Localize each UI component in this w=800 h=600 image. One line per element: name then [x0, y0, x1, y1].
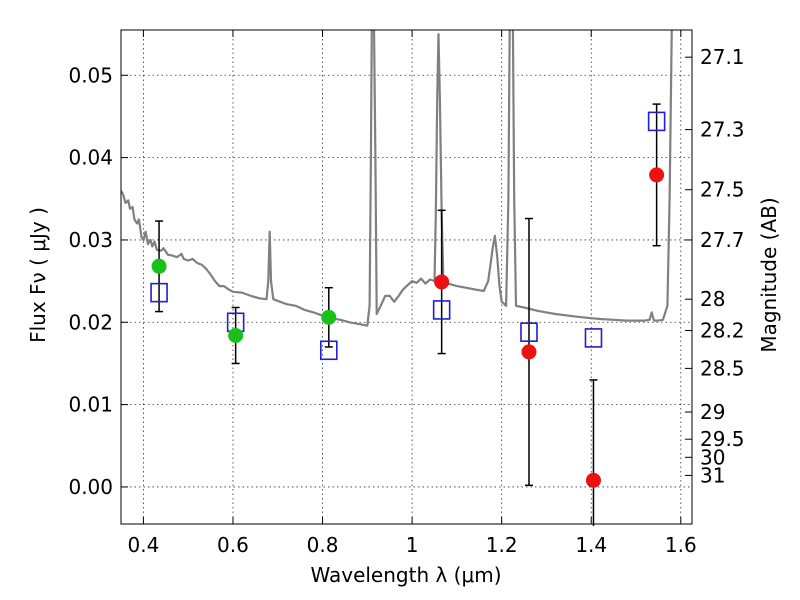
model-photometry-square [150, 282, 168, 303]
model-spectrum-layer [121, 30, 673, 327]
right-tick-label: 31 [700, 463, 725, 487]
model-photometry-square [520, 322, 538, 342]
right-tick-label: 27.3 [700, 118, 745, 142]
x-tick-label: 1.6 [665, 533, 697, 557]
data-points-layer [150, 103, 666, 526]
axis-ticks: 0.4 0.6 0.8 1 1.2 1.4 1.6 0.00 0.01 0.02 0.03 0.04 0… [68, 30, 745, 557]
red-data-point [585, 472, 601, 488]
right-tick-label: 30 [700, 445, 725, 469]
x-tick-label: 1.2 [486, 533, 518, 557]
y-tick-label: 0.02 [68, 310, 113, 334]
model-photometry-square [432, 300, 451, 320]
plot-frame [120, 29, 693, 525]
x-tick-label: 0.4 [127, 533, 159, 557]
right-axis-label: Magnitude (AB) [757, 197, 781, 352]
green-data-point [151, 258, 167, 274]
red-data-point [649, 167, 665, 183]
x-tick-label: 1 [406, 533, 419, 557]
right-tick-label: 27.7 [700, 228, 745, 252]
model-photometry-square [584, 328, 603, 348]
green-data-point [321, 309, 337, 325]
right-tick-label: 28 [700, 287, 725, 311]
model-spectrum-line [121, 30, 673, 327]
model-photometry-square [319, 340, 338, 361]
right-tick-label: 27.1 [700, 45, 745, 69]
x-tick-label: 1.4 [575, 533, 607, 557]
x-tick-label: 0.8 [307, 533, 339, 557]
model-photometry-square [647, 111, 666, 132]
x-axis-label: Wavelength λ (μm) [310, 563, 501, 587]
y-tick-label: 0.01 [68, 393, 113, 417]
y-tick-label: 0.00 [68, 475, 113, 499]
x-tick-label: 0.6 [217, 533, 249, 557]
right-tick-label: 29 [700, 400, 725, 424]
y-tick-label: 0.03 [68, 228, 113, 252]
right-tick-label: 28.5 [700, 356, 745, 380]
right-tick-label: 28.2 [700, 319, 745, 343]
y-tick-label: 0.05 [68, 63, 113, 87]
red-data-point [434, 274, 450, 290]
y-axis-label: Flux Fν ( μJy ) [26, 207, 50, 343]
red-data-point [521, 344, 537, 360]
right-tick-label: 29.5 [700, 427, 745, 451]
y-tick-label: 0.04 [68, 146, 113, 170]
green-data-point [228, 327, 244, 343]
grid [121, 30, 692, 524]
right-tick-label: 27.5 [700, 178, 745, 202]
